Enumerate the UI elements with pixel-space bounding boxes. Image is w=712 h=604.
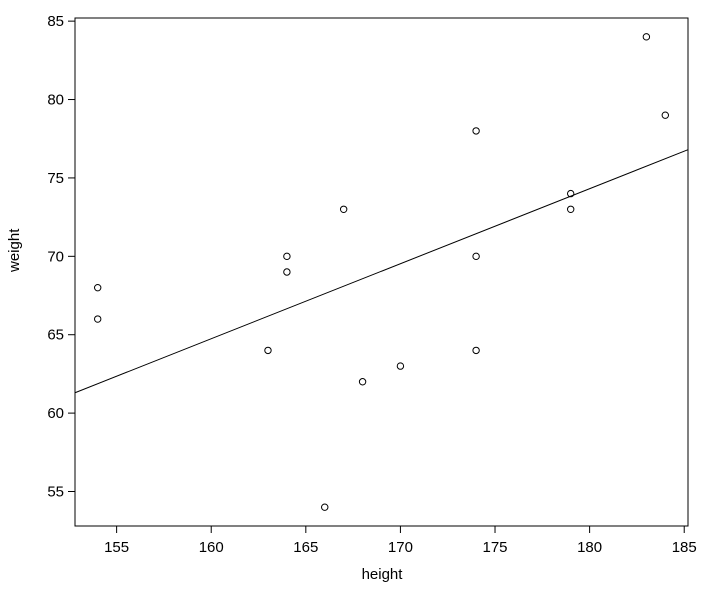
data-point (396, 362, 405, 370)
data-point (472, 127, 480, 135)
regression-line (74, 149, 689, 394)
x-tick-label: 170 (388, 539, 413, 556)
y-tick-label: 85 (47, 13, 64, 30)
x-tick-label: 155 (104, 539, 129, 556)
x-tick-label: 160 (199, 539, 224, 556)
y-tick-label: 80 (47, 92, 64, 109)
data-point (358, 378, 367, 386)
data-point (321, 503, 329, 511)
data-point (283, 252, 291, 261)
data-point (642, 33, 651, 41)
y-tick-label: 60 (47, 405, 64, 422)
y-tick-label: 75 (47, 170, 64, 187)
x-tick-label: 185 (672, 539, 697, 556)
data-point (472, 346, 480, 355)
y-tick-label: 55 (47, 484, 64, 501)
y-axis-label: weight (6, 228, 23, 272)
x-tick-label: 175 (483, 539, 508, 556)
x-axis-label: height (361, 566, 403, 583)
data-point (94, 315, 102, 323)
data-point (94, 283, 102, 292)
data-point (661, 111, 669, 119)
x-tick-label: 180 (577, 539, 602, 556)
data-point (472, 252, 480, 261)
data-point (566, 189, 575, 198)
data-point (339, 205, 348, 213)
data-point (264, 346, 272, 355)
y-tick-label: 70 (47, 248, 64, 265)
data-point (283, 268, 291, 276)
x-tick-label: 165 (293, 539, 318, 556)
data-point (566, 205, 575, 213)
plot-box (74, 17, 689, 527)
y-tick-label: 65 (47, 327, 64, 344)
